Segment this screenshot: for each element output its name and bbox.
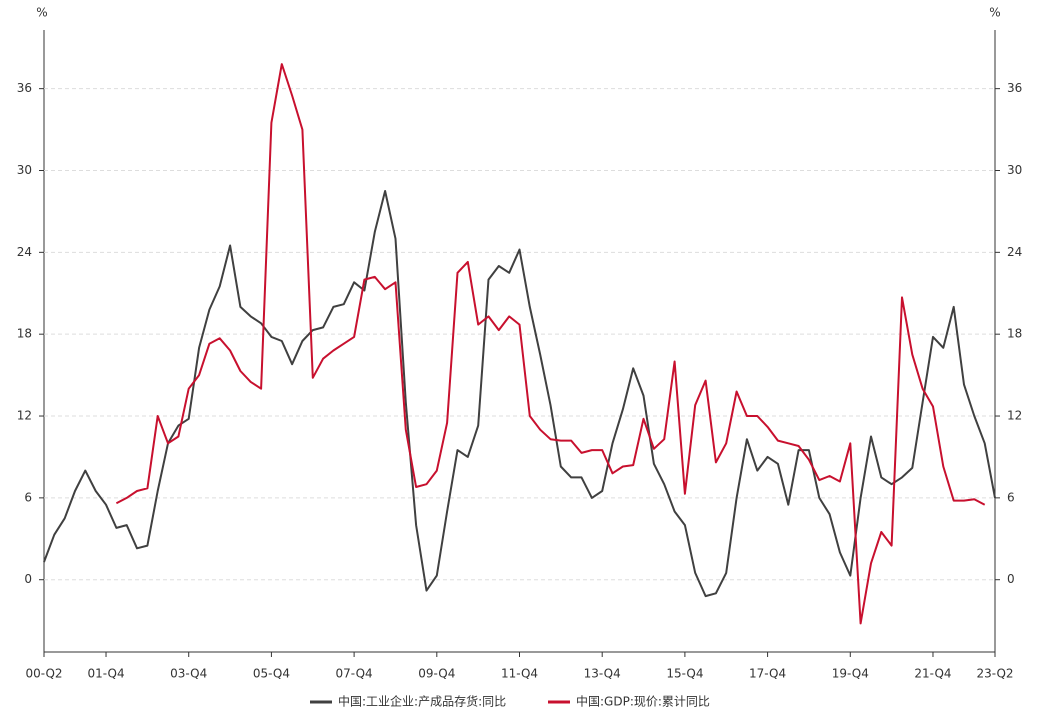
series-line xyxy=(115,63,986,625)
x-tick-label: 03-Q4 xyxy=(170,667,207,681)
y-tick-label-right: 0 xyxy=(1007,572,1015,586)
y-unit: % xyxy=(36,6,47,20)
y-tick-label: 30 xyxy=(17,163,32,177)
y-tick-label-right: 18 xyxy=(1007,327,1022,341)
x-tick-label: 09-Q4 xyxy=(418,667,455,681)
y-tick-label: 36 xyxy=(17,81,32,95)
x-tick-label: 17-Q4 xyxy=(749,667,786,681)
x-tick-label: 19-Q4 xyxy=(832,667,869,681)
y-tick-label-right: 6 xyxy=(1007,490,1015,504)
x-tick-label: 07-Q4 xyxy=(336,667,373,681)
y-tick-label: 0 xyxy=(24,572,32,586)
y-tick-label-right: 12 xyxy=(1007,409,1022,423)
x-tick-label: 23-Q2 xyxy=(976,667,1013,681)
y-unit-right: % xyxy=(989,6,1000,20)
y-tick-label-right: 30 xyxy=(1007,163,1022,177)
x-tick-label: 00-Q2 xyxy=(25,667,62,681)
x-tick-label: 11-Q4 xyxy=(501,667,538,681)
y-tick-label: 18 xyxy=(17,327,32,341)
legend-label: 中国:工业企业:产成品存货:同比 xyxy=(338,694,506,709)
x-tick-label: 21-Q4 xyxy=(914,667,951,681)
y-tick-label-right: 36 xyxy=(1007,81,1022,95)
x-tick-label: 15-Q4 xyxy=(666,667,703,681)
series-line xyxy=(43,190,996,598)
y-tick-label: 24 xyxy=(17,245,32,259)
y-tick-label-right: 24 xyxy=(1007,245,1022,259)
y-tick-label: 12 xyxy=(17,409,32,423)
x-tick-label: 05-Q4 xyxy=(253,667,290,681)
x-tick-label: 13-Q4 xyxy=(584,667,621,681)
x-tick-label: 01-Q4 xyxy=(87,667,124,681)
legend-label: 中国:GDP:现价:累计同比 xyxy=(576,694,710,709)
y-tick-label: 6 xyxy=(24,490,32,504)
